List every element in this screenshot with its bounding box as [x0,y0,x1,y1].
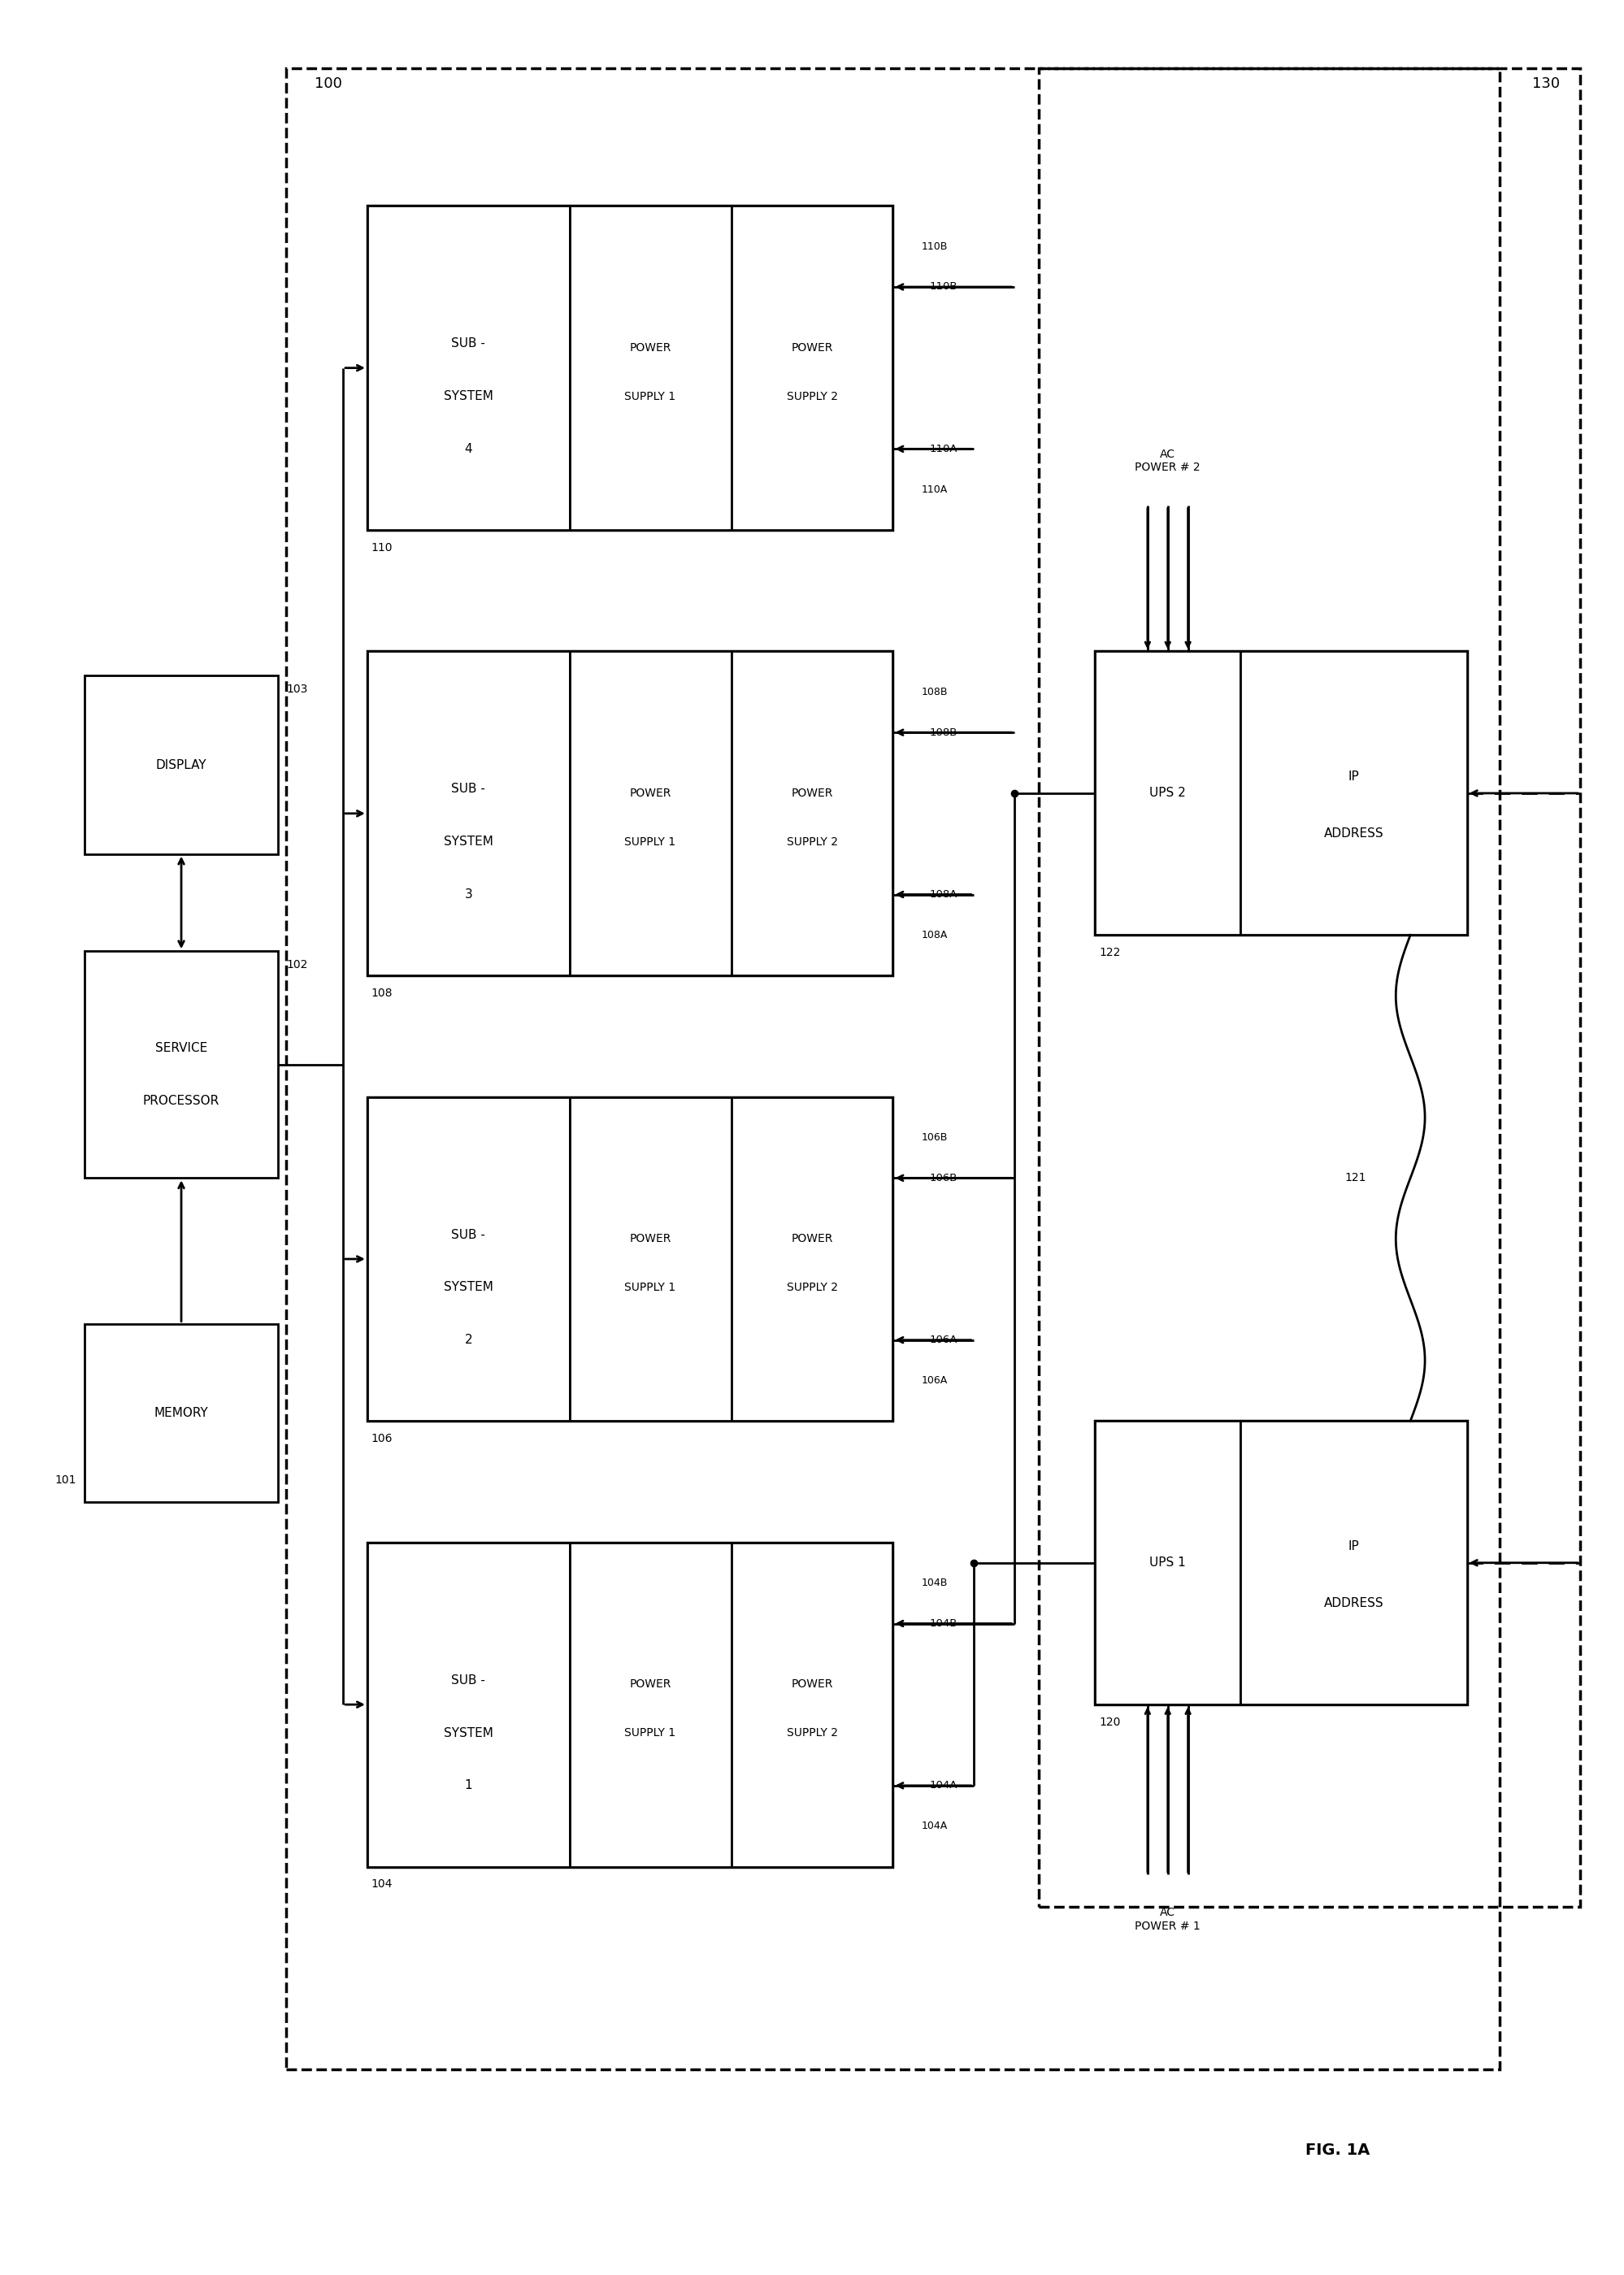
Bar [1095,1422,1466,1704]
Text: PROCESSOR: PROCESSOR [143,1094,219,1108]
Text: 108B: 108B [921,687,947,696]
Text: 110A: 110A [921,485,947,494]
Text: 122: 122 [1099,946,1121,958]
Text: 120: 120 [1099,1718,1121,1729]
Text: 121: 121 [1345,1172,1366,1183]
Text: 106B: 106B [929,1172,957,1183]
Text: SUPPLY 1: SUPPLY 1 [625,1281,676,1292]
Text: 100: 100 [315,77,343,91]
Text: AC
POWER # 2: AC POWER # 2 [1135,448,1200,473]
Text: 110B: 110B [921,241,947,253]
Text: 110A: 110A [929,444,957,455]
Bar [731,207,893,530]
Text: 101: 101 [55,1474,76,1486]
Text: 103: 103 [286,685,309,696]
Bar [1095,1422,1241,1704]
Bar [367,207,570,530]
Text: SUPPLY 1: SUPPLY 1 [625,391,676,403]
Text: MEMORY: MEMORY [154,1406,208,1420]
Bar [731,1542,893,1865]
Bar [1241,1422,1466,1704]
Text: UPS 1: UPS 1 [1150,1556,1186,1570]
Text: SUPPLY 2: SUPPLY 2 [786,1281,838,1292]
Text: DISPLAY: DISPLAY [156,760,206,771]
Text: 4: 4 [464,444,473,455]
Text: 104A: 104A [921,1820,947,1831]
Bar [570,1542,731,1865]
Text: POWER: POWER [630,787,671,799]
Text: SUPPLY 1: SUPPLY 1 [625,837,676,849]
Bar [367,651,893,976]
Text: SYSTEM: SYSTEM [443,1281,494,1294]
Text: 1: 1 [464,1779,473,1793]
Text: SUPPLY 1: SUPPLY 1 [625,1727,676,1738]
Text: SUB -: SUB - [451,337,486,350]
Bar [1241,651,1466,935]
Bar [1095,651,1241,935]
Bar [84,1324,278,1502]
Bar [731,1097,893,1422]
Bar [367,1542,570,1865]
Text: POWER: POWER [791,1233,833,1244]
Text: 104B: 104B [921,1579,947,1588]
Text: 104: 104 [372,1879,393,1891]
Bar [731,651,893,976]
Text: IP: IP [1348,1540,1359,1552]
Text: 106A: 106A [921,1376,947,1385]
Text: POWER: POWER [630,1679,671,1690]
Text: 2: 2 [464,1333,473,1347]
Text: AC
POWER # 1: AC POWER # 1 [1135,1906,1200,1931]
Text: SYSTEM: SYSTEM [443,835,494,849]
Bar [367,1097,570,1422]
Text: 110B: 110B [929,282,957,291]
Bar [570,651,731,976]
Text: 130: 130 [1531,77,1561,91]
Text: 106B: 106B [921,1133,947,1142]
Text: 110: 110 [372,541,393,553]
Text: 108B: 108B [929,728,957,737]
Text: SERVICE: SERVICE [156,1042,208,1056]
Text: ADDRESS: ADDRESS [1324,1597,1384,1608]
Text: ADDRESS: ADDRESS [1324,828,1384,839]
Bar [570,1097,731,1422]
Text: 106: 106 [372,1433,393,1445]
Bar [367,1542,893,1865]
Bar [570,207,731,530]
Text: 104B: 104B [929,1618,957,1629]
Text: 104A: 104A [929,1781,957,1790]
Text: SUB -: SUB - [451,1228,486,1240]
Text: IP: IP [1348,771,1359,783]
Text: SUB -: SUB - [451,783,486,796]
Bar [84,951,278,1178]
Text: UPS 2: UPS 2 [1150,787,1186,799]
Bar [1095,651,1466,935]
Text: 3: 3 [464,887,473,901]
Text: SYSTEM: SYSTEM [443,1727,494,1738]
Text: 108A: 108A [929,890,957,899]
Text: FIG. 1A: FIG. 1A [1306,2143,1371,2157]
Text: SYSTEM: SYSTEM [443,391,494,403]
Text: POWER: POWER [791,341,833,353]
Text: POWER: POWER [791,1679,833,1690]
Text: 102: 102 [286,960,309,971]
Bar [367,1097,893,1422]
Text: SUPPLY 2: SUPPLY 2 [786,837,838,849]
Bar [286,68,1499,2068]
Text: 108: 108 [372,987,393,999]
Text: SUB -: SUB - [451,1674,486,1686]
Text: 106A: 106A [929,1335,957,1345]
Bar [367,207,893,530]
Text: SUPPLY 2: SUPPLY 2 [786,1727,838,1738]
Bar [367,651,570,976]
Text: SUPPLY 2: SUPPLY 2 [786,391,838,403]
Bar [1038,68,1580,1906]
Text: POWER: POWER [791,787,833,799]
Text: 108A: 108A [921,930,947,940]
Bar [84,676,278,853]
Text: POWER: POWER [630,1233,671,1244]
Text: POWER: POWER [630,341,671,353]
